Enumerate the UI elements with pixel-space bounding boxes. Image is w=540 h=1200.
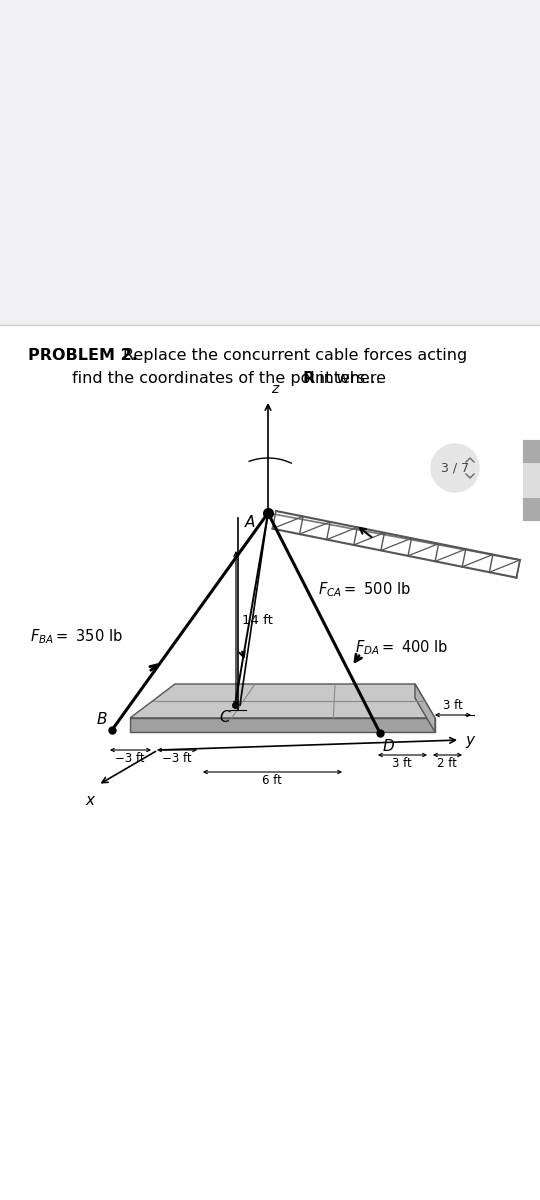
Text: 3 / 7: 3 / 7: [441, 462, 469, 474]
Text: R: R: [302, 371, 314, 386]
Text: find the coordinates of the point where: find the coordinates of the point where: [72, 371, 391, 386]
Text: −3 ft: −3 ft: [162, 752, 192, 766]
Text: B: B: [97, 712, 107, 727]
Text: A: A: [245, 515, 255, 530]
Text: 2 ft: 2 ft: [437, 757, 457, 770]
Text: C: C: [219, 710, 230, 725]
Bar: [0, 325, 540, 1200]
Text: D: D: [383, 739, 395, 754]
Bar: [523, 440, 540, 520]
Text: −3 ft: −3 ft: [115, 752, 145, 766]
Text: $F_{DA}$$=$ 400 lb: $F_{DA}$$=$ 400 lb: [355, 638, 449, 658]
Text: 3 ft: 3 ft: [392, 757, 412, 770]
Text: 14 ft: 14 ft: [242, 613, 273, 626]
Text: $F_{BA}$$=$ 350 lb: $F_{BA}$$=$ 350 lb: [30, 628, 123, 647]
Polygon shape: [130, 684, 435, 718]
Text: z: z: [271, 382, 278, 396]
Text: inters…: inters…: [314, 371, 381, 386]
Text: x: x: [85, 793, 94, 808]
Polygon shape: [415, 684, 435, 732]
Text: 3 ft: 3 ft: [443, 698, 463, 712]
Bar: [523, 440, 540, 462]
Text: $F_{CA}$$=$ 500 lb: $F_{CA}$$=$ 500 lb: [318, 581, 411, 599]
Polygon shape: [130, 718, 435, 732]
Bar: [0, 0, 540, 325]
Bar: [523, 498, 540, 520]
Text: 6 ft: 6 ft: [262, 774, 282, 787]
Text: y: y: [465, 732, 474, 748]
Circle shape: [431, 444, 479, 492]
Text: PROBLEM 2.: PROBLEM 2.: [28, 348, 138, 362]
Text: Replace the concurrent cable forces acting: Replace the concurrent cable forces acti…: [123, 348, 467, 362]
